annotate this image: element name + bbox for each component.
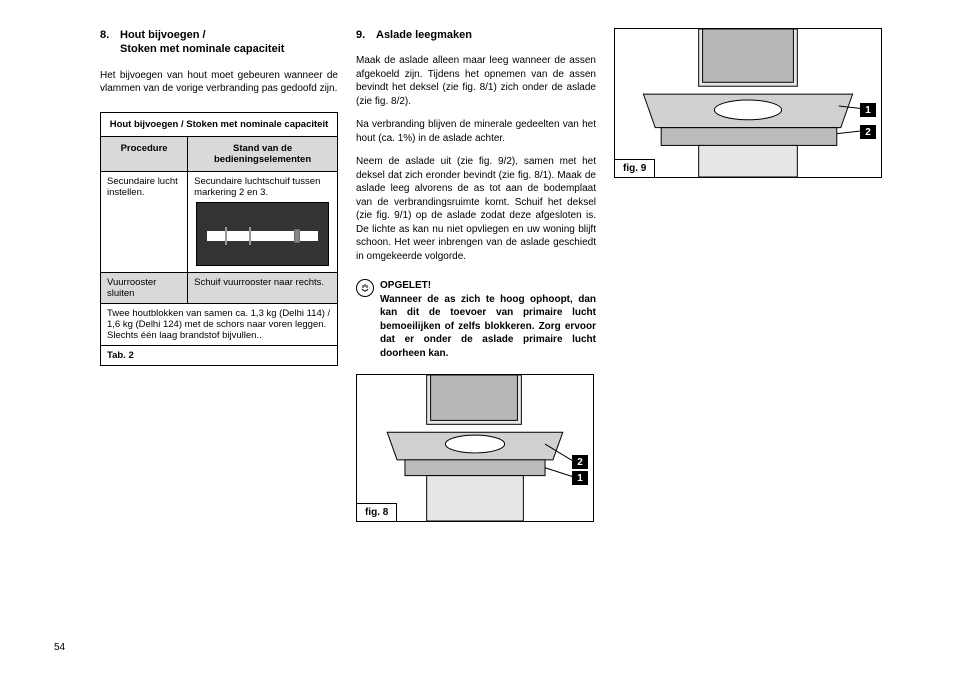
section-title: Hout bijvoegen /Stoken met nominale capa… (120, 28, 338, 57)
warning-title: OPGELET! (380, 280, 431, 291)
slider-tick (249, 227, 251, 245)
procedure-table: Hout bijvoegen / Stoken met nominale cap… (100, 112, 338, 366)
table-row: Vuurrooster sluiten Schuif vuurrooster n… (101, 272, 338, 303)
stove-illustration (357, 375, 593, 521)
slider-knob (294, 229, 300, 243)
table-cell: Twee houtblokken van samen ca. 1,3 kg (D… (101, 303, 338, 345)
heading-section-9: 9. Aslade leegmaken (356, 28, 596, 42)
figure-9: 1 2 fig. 9 (614, 28, 882, 178)
table-cell-text: Secundaire luchtschuif tussen markering … (194, 176, 320, 198)
column-3: 1 2 fig. 9 (614, 28, 884, 522)
section-9-p3: Neem de aslade uit (zie fig. 9/2), samen… (356, 155, 596, 263)
warning-icon (356, 279, 374, 297)
table-footer-row: Tab. 2 (101, 345, 338, 365)
column-2: 9. Aslade leegmaken Maak de aslade allee… (356, 28, 596, 522)
stove-illustration (615, 29, 881, 177)
table-row: Twee houtblokken van samen ca. 1,3 kg (D… (101, 303, 338, 345)
figure-8: 2 1 fig. 8 (356, 374, 594, 522)
page: 8. Hout bijvoegen /Stoken met nominale c… (0, 0, 954, 542)
section-9-p2: Na verbranding blijven de minerale gedee… (356, 118, 596, 145)
section-number: 9. (356, 28, 376, 42)
table-row: Secundaire lucht instellen. Secundaire l… (101, 171, 338, 272)
table-cell: Secundaire lucht instellen. (101, 171, 188, 272)
slider-illustration (196, 202, 329, 266)
table-col1-header: Procedure (101, 136, 188, 171)
slider-tick (225, 227, 227, 245)
callout-badge: 1 (572, 471, 588, 485)
section-title: Aslade leegmaken (376, 28, 596, 42)
column-1: 8. Hout bijvoegen /Stoken met nominale c… (100, 28, 338, 522)
warning-block: OPGELET! Wanneer de as zich te hoog opho… (356, 279, 596, 360)
callout-badge: 2 (572, 455, 588, 469)
heading-section-8: 8. Hout bijvoegen /Stoken met nominale c… (100, 28, 338, 57)
warning-body: Wanneer de as zich te hoog ophoopt, dan … (380, 294, 596, 359)
section-number: 8. (100, 28, 120, 57)
table-cell: Secundaire luchtschuif tussen markering … (188, 171, 338, 272)
figure-label: fig. 8 (356, 503, 397, 522)
callout-badge: 1 (860, 103, 876, 117)
slider-track (207, 231, 318, 241)
section-9-p1: Maak de aslade alleen maar leeg wanneer … (356, 54, 596, 108)
table-cell: Vuurrooster sluiten (101, 272, 188, 303)
section-8-intro: Het bijvoegen van hout moet gebeuren wan… (100, 69, 338, 96)
table-caption: Hout bijvoegen / Stoken met nominale cap… (101, 112, 338, 136)
callout-badge: 2 (860, 125, 876, 139)
table-cell: Schuif vuurrooster naar rechts. (188, 272, 338, 303)
table-col2-header: Stand van de bedieningselementen (188, 136, 338, 171)
page-number: 54 (54, 642, 65, 653)
figure-label: fig. 9 (614, 159, 655, 178)
table-footer: Tab. 2 (101, 345, 338, 365)
warning-text: OPGELET! Wanneer de as zich te hoog opho… (380, 279, 596, 360)
